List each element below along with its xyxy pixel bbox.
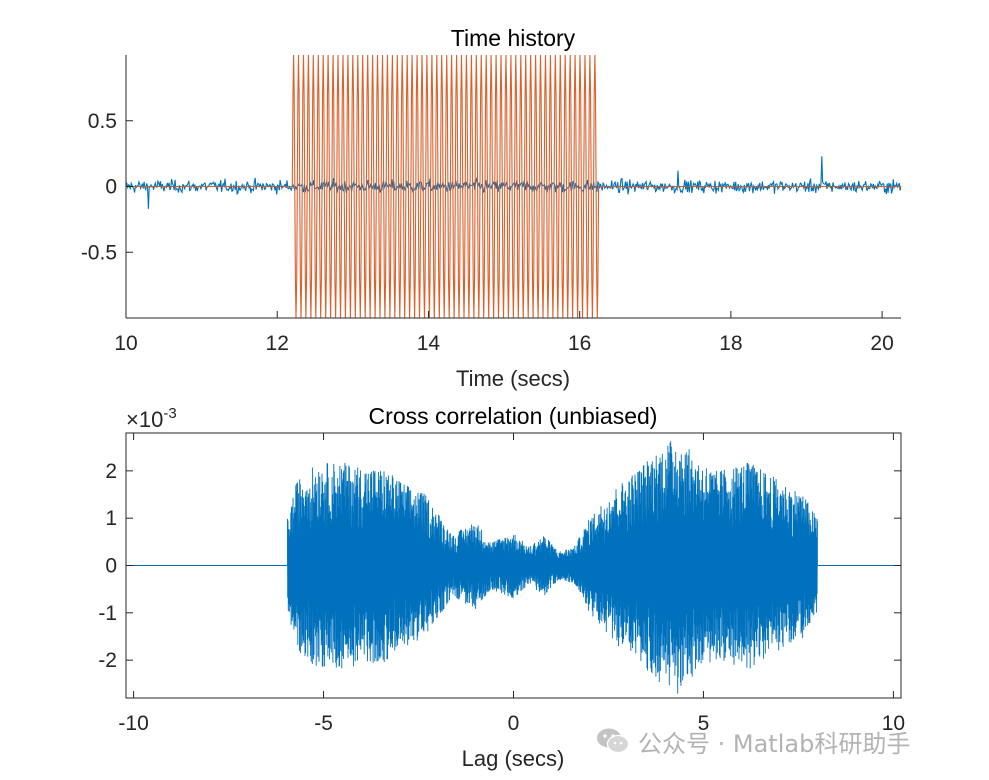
- cross-correlation-title: Cross correlation (unbiased): [369, 403, 658, 429]
- xcorr-series-line: [126, 441, 901, 694]
- x-tick-label: 20: [870, 332, 893, 355]
- x-tick-label: -10: [118, 712, 148, 735]
- time-history-axes: Time history Time (secs) 10 12 14 16 18 20 0.5…: [81, 25, 901, 391]
- time-history-ticks: 10 12 14 16 18 20 0.5 0 -0.5: [81, 55, 901, 355]
- x-tick-label: 10: [114, 332, 137, 355]
- y-tick-label: -2: [98, 649, 117, 672]
- time-history-series-group: [126, 55, 901, 318]
- cross-correlation-xlabel: Lag (secs): [462, 746, 565, 771]
- y-exponent-power: -3: [163, 405, 176, 422]
- x-tick-label: 0: [508, 712, 520, 735]
- series-blue-line: [126, 156, 901, 209]
- time-history-xlabel: Time (secs): [456, 366, 570, 391]
- x-tick-label: -5: [314, 712, 333, 735]
- x-tick-label: 18: [719, 332, 742, 355]
- x-tick-label: 5: [698, 712, 710, 735]
- y-exponent-label: ×10-3: [126, 405, 177, 432]
- x-tick-label: 14: [417, 332, 441, 355]
- series-orange-line: [126, 55, 901, 318]
- x-tick-label: 10: [882, 712, 905, 735]
- y-tick-label: 0.5: [88, 110, 117, 133]
- y-tick-label: 0: [105, 176, 117, 199]
- cross-correlation-axes: Cross correlation (unbiased) ×10-3 Lag (…: [98, 403, 905, 771]
- cross-correlation-plot-area: [126, 441, 901, 694]
- y-tick-label: 2: [105, 460, 117, 483]
- y-tick-label: 1: [105, 507, 117, 530]
- cross-correlation-series-group: [126, 441, 901, 694]
- x-tick-label: 16: [568, 332, 591, 355]
- y-exponent-base: ×10: [126, 407, 163, 432]
- y-tick-label: -0.5: [81, 241, 117, 264]
- watermark-text: 公众号 · Matlab科研助手: [638, 729, 911, 758]
- watermark: 公众号 · Matlab科研助手: [596, 724, 910, 758]
- time-history-title: Time history: [451, 25, 576, 51]
- y-tick-label: -1: [98, 602, 117, 625]
- x-tick-label: 12: [266, 332, 289, 355]
- time-history-plot-area: [126, 55, 901, 318]
- wechat-icon: [597, 728, 630, 754]
- y-tick-label: 0: [105, 555, 117, 578]
